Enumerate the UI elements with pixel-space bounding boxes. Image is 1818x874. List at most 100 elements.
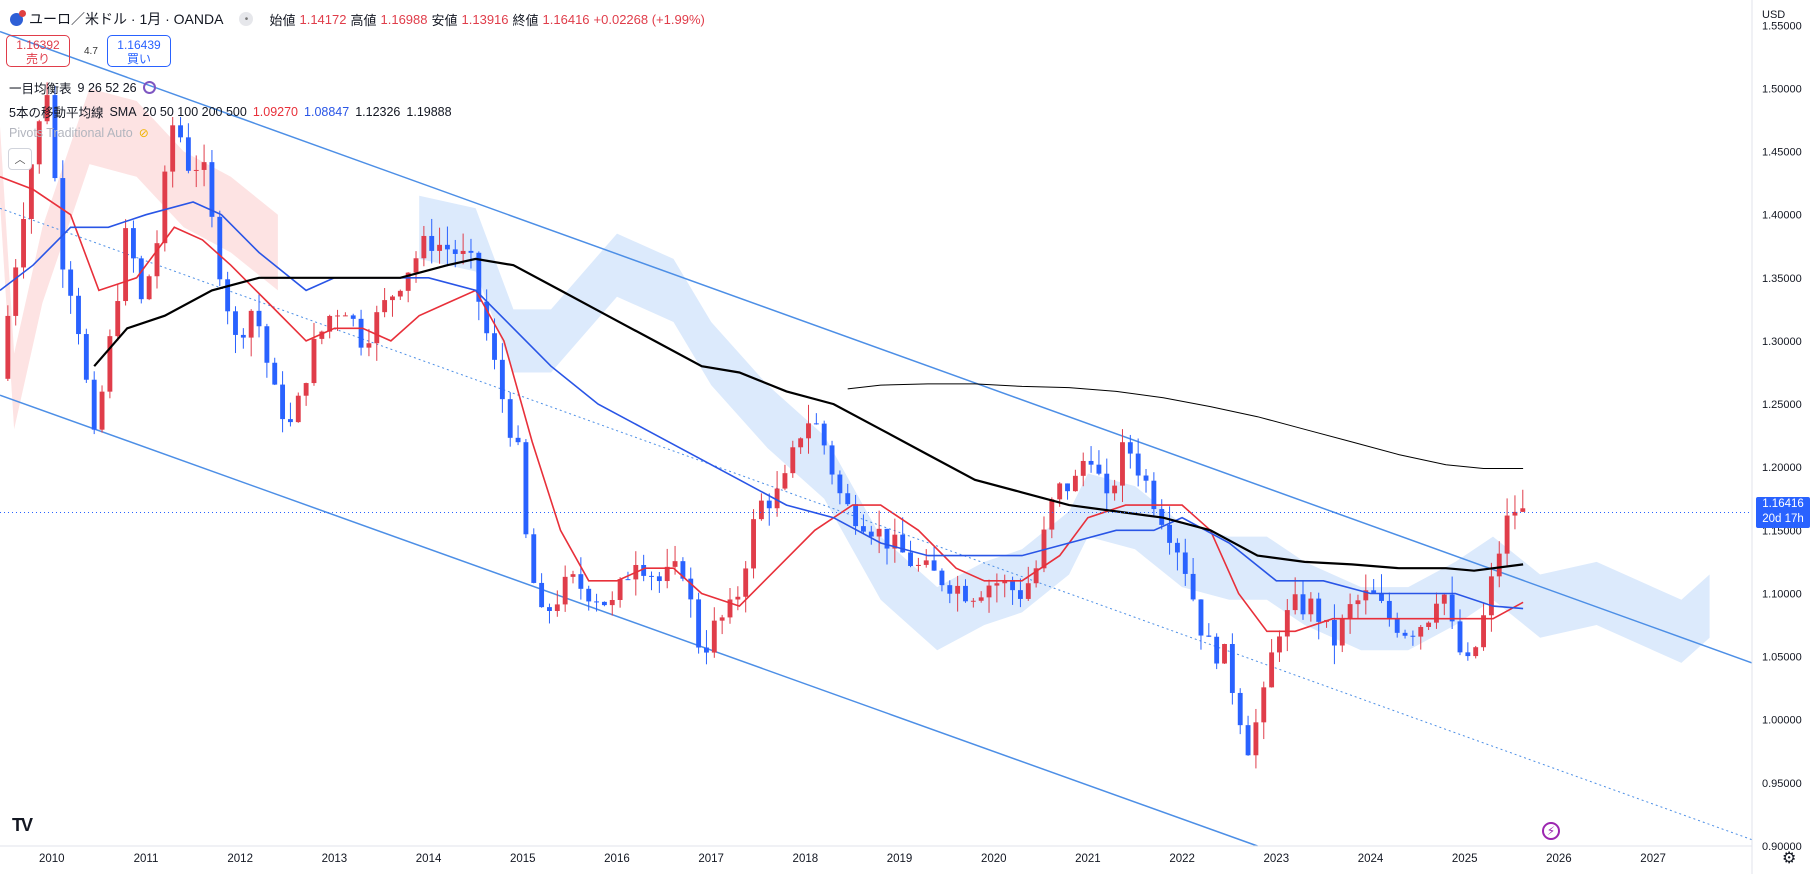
candle — [1214, 633, 1220, 670]
time-axis[interactable]: 2010 2011 2012 2013 2014 2015 2016 2017 2018 2019… — [39, 853, 1666, 865]
candle — [1112, 479, 1118, 501]
market-status-icon[interactable]: • — [239, 12, 254, 26]
candle — [813, 413, 819, 425]
sell-button[interactable]: 1.16392 売り — [6, 35, 70, 67]
sma-label: 5本の移動平均線 — [9, 106, 104, 120]
candle — [374, 305, 380, 361]
candle — [774, 471, 780, 517]
candle — [1229, 633, 1235, 705]
candle — [570, 570, 576, 584]
refresh-icon[interactable] — [142, 81, 156, 94]
year-tick-label: 2024 — [1358, 853, 1384, 865]
symbol-title[interactable]: ユーロ／米ドル · 1月 · OANDA — [29, 11, 224, 27]
candle — [1504, 498, 1510, 568]
candle — [1174, 538, 1180, 571]
candle — [492, 318, 497, 370]
candle — [68, 261, 74, 314]
price-tick-label: 1.55000 — [1762, 20, 1802, 32]
candle — [1386, 592, 1392, 627]
candle — [523, 438, 529, 539]
candle — [1394, 612, 1400, 638]
channel-mid-line[interactable] — [0, 207, 1753, 841]
close-label: 終値 — [512, 12, 539, 28]
sma-periods: 20 50 100 200 500 — [142, 104, 247, 119]
candle — [21, 202, 26, 279]
ichimoku-legend[interactable]: 一目均衡表 9 26 52 26 — [9, 78, 156, 97]
candle — [421, 225, 427, 267]
candle — [696, 592, 702, 654]
candle — [272, 357, 278, 386]
tradingview-logo[interactable]: TV — [12, 815, 33, 835]
channel-bottom-line[interactable] — [0, 394, 1258, 847]
candle — [162, 165, 168, 252]
candle — [115, 283, 121, 341]
sma50-value: 1.08847 — [304, 104, 350, 119]
candle — [437, 227, 443, 264]
candle — [923, 549, 929, 568]
buy-button[interactable]: 1.16439 買い — [107, 35, 171, 67]
candle — [5, 305, 11, 381]
candle — [798, 437, 804, 454]
candle — [790, 440, 796, 478]
sma-50-line — [0, 201, 1524, 610]
candle — [970, 597, 976, 608]
candle — [837, 470, 843, 505]
candle — [782, 464, 788, 491]
candle — [931, 546, 937, 571]
year-tick-label: 2017 — [698, 853, 724, 865]
gear-icon[interactable]: ⚙ — [1782, 850, 1797, 867]
price-axis[interactable]: 1.55000 1.50000 1.45000 1.40000 1.35000 1.300… — [1762, 20, 1802, 853]
candle — [390, 295, 395, 317]
candle — [766, 493, 772, 526]
lightning-icon[interactable]: ⚡ — [1542, 822, 1560, 840]
candle — [146, 274, 152, 301]
candle — [578, 557, 584, 600]
candle — [1434, 592, 1439, 629]
candle — [91, 371, 97, 435]
channel-top-line[interactable] — [0, 30, 1753, 664]
price-tick-label: 1.50000 — [1762, 83, 1802, 95]
candle — [688, 567, 694, 618]
candle — [609, 591, 615, 616]
candle — [1167, 506, 1173, 555]
candle — [1025, 566, 1031, 601]
year-tick-label: 2023 — [1264, 853, 1290, 865]
candle — [429, 218, 435, 264]
candle — [382, 287, 388, 318]
year-tick-label: 2019 — [887, 853, 913, 865]
pivots-legend[interactable]: Pivots Traditional Auto ⊘ — [9, 126, 149, 140]
candle — [1426, 621, 1432, 631]
year-tick-label: 2010 — [39, 853, 65, 865]
cloud-bearish — [0, 88, 278, 430]
candle — [185, 123, 191, 174]
currency-selector[interactable]: USD — [1762, 9, 1786, 21]
candle — [1269, 639, 1275, 688]
candle — [1049, 497, 1055, 539]
collapse-legend-button[interactable]: ︿ — [8, 148, 32, 170]
candle — [217, 210, 223, 287]
year-tick-label: 2020 — [981, 853, 1007, 865]
candle — [986, 579, 992, 613]
candle — [1331, 604, 1337, 665]
hidden-eye-icon[interactable]: ⊘ — [138, 126, 149, 140]
candle — [99, 385, 105, 433]
currency-flag-icon — [10, 9, 26, 26]
candle — [853, 494, 859, 535]
bar-countdown: 20d 17h — [1762, 513, 1804, 526]
candle — [594, 593, 599, 612]
trend-channel[interactable] — [0, 30, 1753, 847]
candle — [280, 371, 286, 433]
candle — [1159, 499, 1165, 530]
candle — [539, 573, 545, 608]
candle — [1198, 599, 1204, 650]
candle — [1339, 614, 1345, 653]
candle — [36, 119, 42, 174]
sma-legend[interactable]: 5本の移動平均線 SMA 20 50 100 200 500 1.09270 1… — [9, 102, 452, 121]
candle — [829, 440, 835, 485]
candle — [13, 259, 19, 326]
candle — [193, 155, 199, 188]
candle — [1135, 438, 1141, 487]
buy-label: 買い — [126, 52, 151, 66]
candle — [845, 483, 851, 506]
